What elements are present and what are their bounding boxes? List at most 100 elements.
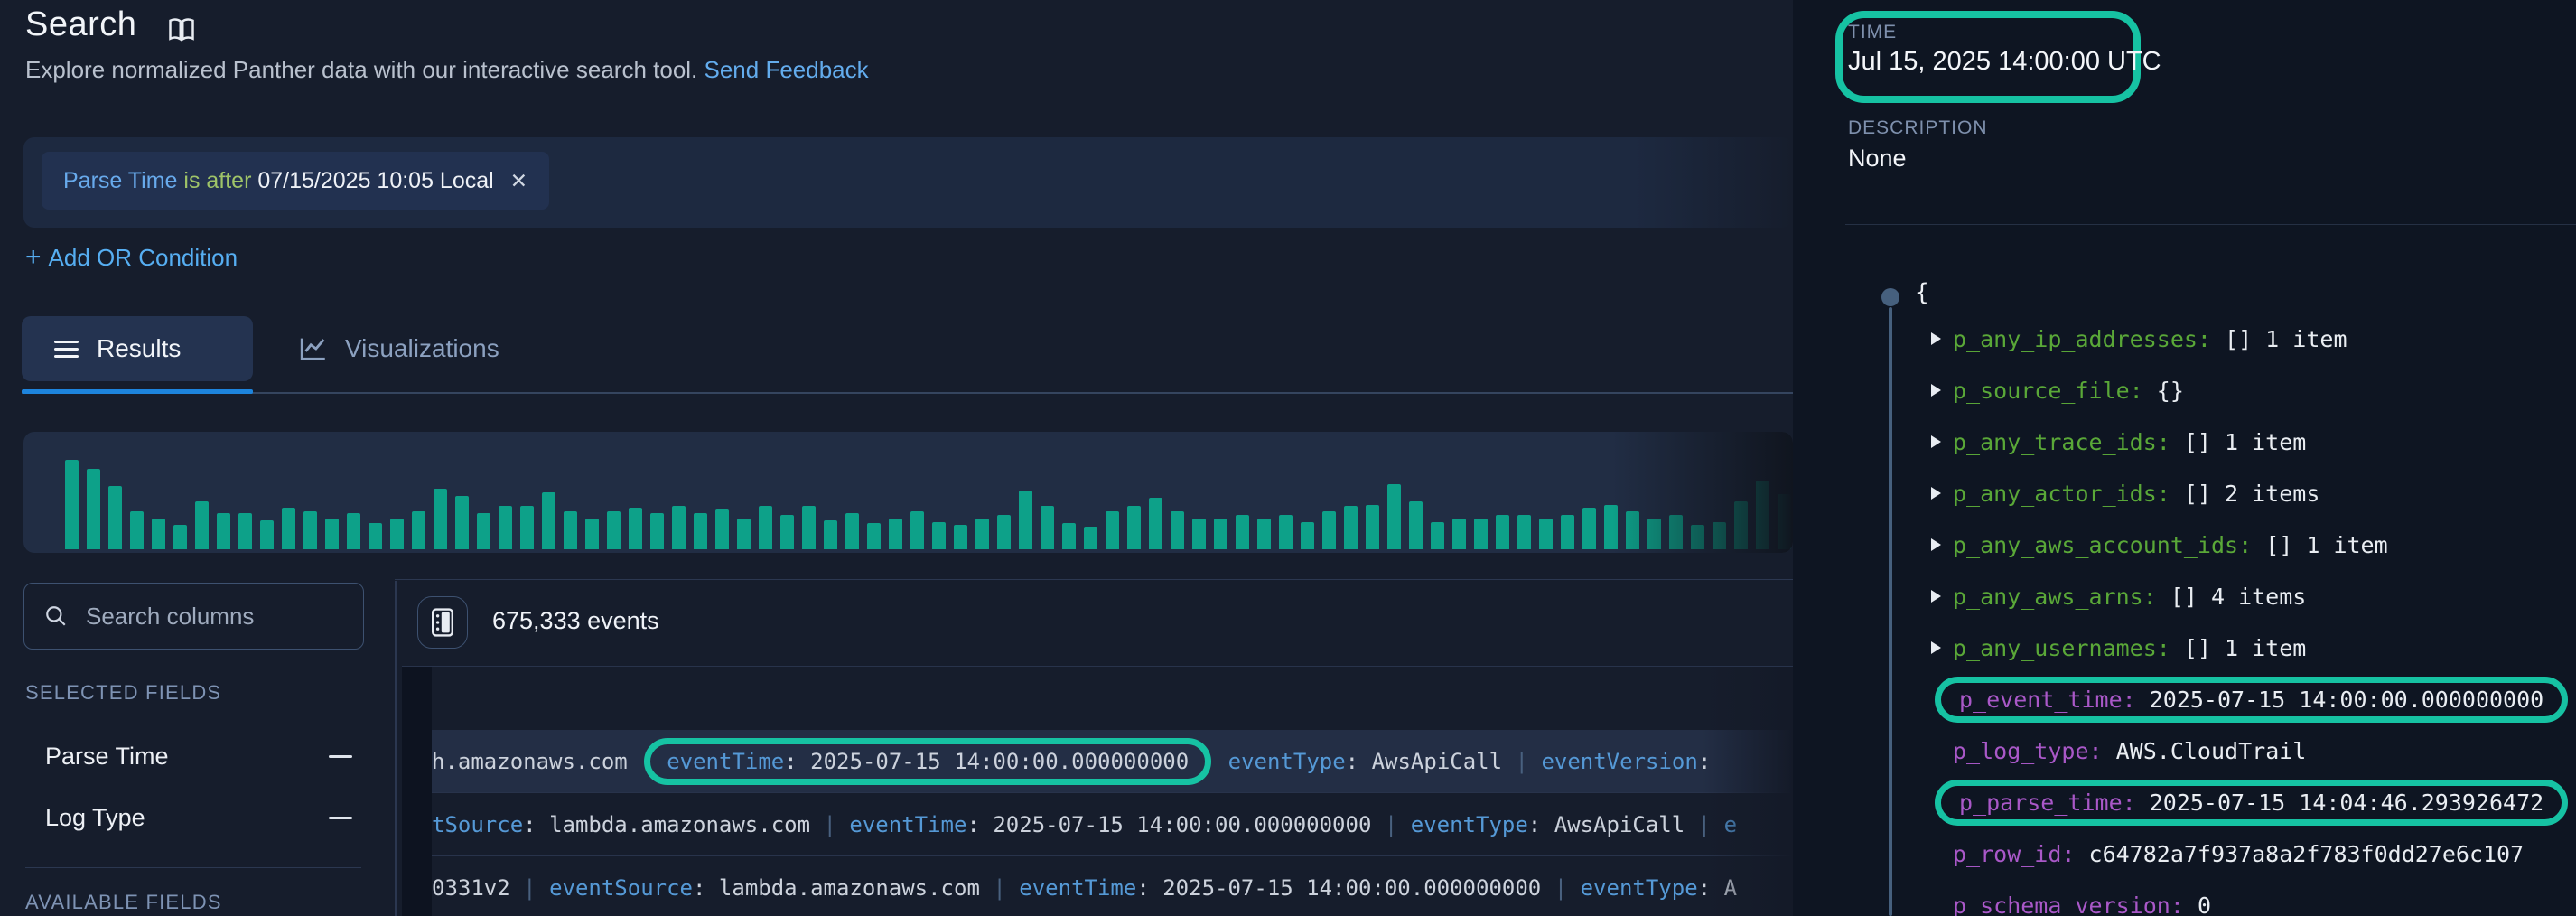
line-chart-icon [300,338,325,360]
json-value: c64782a7f937a8a2f783f0dd27e6c107 [2088,840,2525,867]
annotation-circle: eventTime: 2025-07-15 14:00:00.000000000 [644,737,1212,785]
json-value: [] 4 items [2170,583,2307,610]
log-segment [1215,749,1227,774]
json-tree-item: p_schema_version: 0 [1931,887,2211,916]
json-tree-item[interactable]: p_any_trace_ids: [] 1 item [1931,424,2306,460]
remove-field-icon[interactable] [329,755,352,758]
selected-fields-label: SELECTED FIELDS [25,681,222,704]
histogram-bar [455,496,469,549]
histogram-bar [607,511,621,549]
json-key: p_any_actor_ids: [1953,480,2184,507]
json-tree-item: p_parse_time: 2025-07-15 14:04:46.293926… [1931,779,2569,826]
plus-icon: + [25,242,42,272]
log-segment: h.amazonaws.com [432,748,641,774]
annotation-circle: p_parse_time: 2025-07-15 14:04:46.293926… [1935,779,2569,826]
filter-bar: Parse Time is after 07/15/2025 10:05 Loc… [23,137,1793,228]
expand-triangle-icon[interactable] [1931,435,1941,448]
json-tree-item[interactable]: p_any_aws_arns: [] 4 items [1931,578,2306,614]
json-key: p_log_type: [1953,737,2116,764]
log-segment: | [1371,811,1411,837]
tab-visualizations-label: Visualizations [345,334,499,362]
expand-triangle-icon[interactable] [1931,384,1941,397]
histogram-bar [195,501,209,549]
json-key: p_source_file: [1953,377,2157,404]
json-tree-item[interactable]: p_any_ip_addresses: [] 1 item [1931,321,2347,357]
json-tree-item[interactable]: p_source_file: {} [1931,372,2184,408]
histogram-bar [1387,484,1401,549]
histogram-bar [1106,511,1119,549]
docs-book-icon[interactable] [168,18,195,43]
histogram-bar [238,513,252,549]
histogram-bar [1344,506,1358,549]
json-tree-item: p_log_type: AWS.CloudTrail [1931,733,2306,769]
field-row-parse-time[interactable]: Parse Time [45,743,352,771]
expand-triangle-icon[interactable] [1931,538,1941,551]
histogram-bar [1127,506,1141,549]
histogram-bar [282,508,295,549]
log-segment: eventType [1227,748,1346,774]
histogram-bar [737,519,751,549]
histogram-fade [1612,432,1793,553]
histogram-bar [1452,519,1466,549]
remove-filter-icon[interactable]: ✕ [509,168,527,192]
toggle-columns-panel-button[interactable] [417,596,468,649]
json-key: p_any_trace_ids: [1953,428,2184,455]
field-row-log-type[interactable]: Log Type [45,804,352,832]
description-value: None [1848,145,1907,172]
log-segment: | [1502,748,1542,774]
histogram-bar [780,515,794,549]
json-tree-item[interactable]: p_any_aws_account_ids: [] 1 item [1931,527,2388,563]
histogram-bar [1409,501,1423,549]
log-row[interactable]: tSource: lambda.amazonaws.com | eventTim… [432,793,1793,856]
json-value: [] 1 item [2265,531,2388,558]
log-segment: tSource [432,811,524,837]
field-label: Log Type [45,804,145,831]
log-segment: | [810,811,850,837]
add-or-condition-label: Add OR Condition [48,243,238,271]
filter-chip[interactable]: Parse Time is after 07/15/2025 10:05 Loc… [42,152,549,210]
json-tree-item: p_row_id: c64782a7f937a8a2f783f0dd27e6c1… [1931,836,2524,872]
tab-visualizations[interactable]: Visualizations [298,316,499,381]
json-tree-item[interactable]: p_any_usernames: [] 1 item [1931,630,2306,666]
log-segment: eventTime [849,811,967,837]
page-title: Search [25,5,137,43]
search-icon [46,606,66,626]
expand-triangle-icon[interactable] [1931,487,1941,500]
json-value: 2025-07-15 14:04:46.293926472 [2149,789,2544,816]
filter-value: 07/15/2025 10:05 Local [257,167,494,193]
expand-triangle-icon[interactable] [1931,332,1941,345]
main-area: Search Explore normalized Panther data w… [0,0,1793,916]
histogram-bar [499,506,512,549]
tab-results[interactable]: Results [22,316,253,381]
log-row[interactable]: h.amazonaws.com eventTime: 2025-07-15 14… [432,730,1793,793]
histogram-bar [1041,506,1054,549]
send-feedback-link[interactable]: Send Feedback [704,56,869,83]
search-columns-input[interactable] [84,601,322,631]
log-segment: : [523,811,550,837]
event-histogram[interactable] [23,432,1793,553]
histogram-bars [65,460,1793,549]
histogram-bar [369,523,382,549]
histogram-bar [217,513,230,549]
log-segment: : [1345,748,1372,774]
add-or-condition-button[interactable]: + Add OR Condition [25,242,238,273]
list-icon [54,336,79,362]
histogram-bar [1561,515,1574,549]
expand-triangle-icon[interactable] [1931,641,1941,654]
histogram-bar [1084,527,1097,549]
log-segment: 2025-07-15 14:00:00.000000000 [1162,874,1542,901]
histogram-bar [347,513,360,549]
json-value: [] 1 item [2183,634,2307,661]
histogram-bar [1582,508,1596,549]
filter-field: Parse Time [63,167,178,193]
json-key: p_parse_time: [1959,789,2150,816]
expand-triangle-icon[interactable] [1931,590,1941,603]
remove-field-icon[interactable] [329,817,352,819]
annotation-circle: p_event_time: 2025-07-15 14:00:00.000000… [1935,676,2569,723]
log-row[interactable]: 0331v2 | eventSource: lambda.amazonaws.c… [432,856,1793,916]
json-tree-item[interactable]: p_any_actor_ids: [] 2 items [1931,475,2319,511]
histogram-bar [434,489,447,549]
json-key: p_any_aws_account_ids: [1953,531,2266,558]
histogram-bar [1322,511,1336,549]
json-key: p_any_usernames: [1953,634,2184,661]
